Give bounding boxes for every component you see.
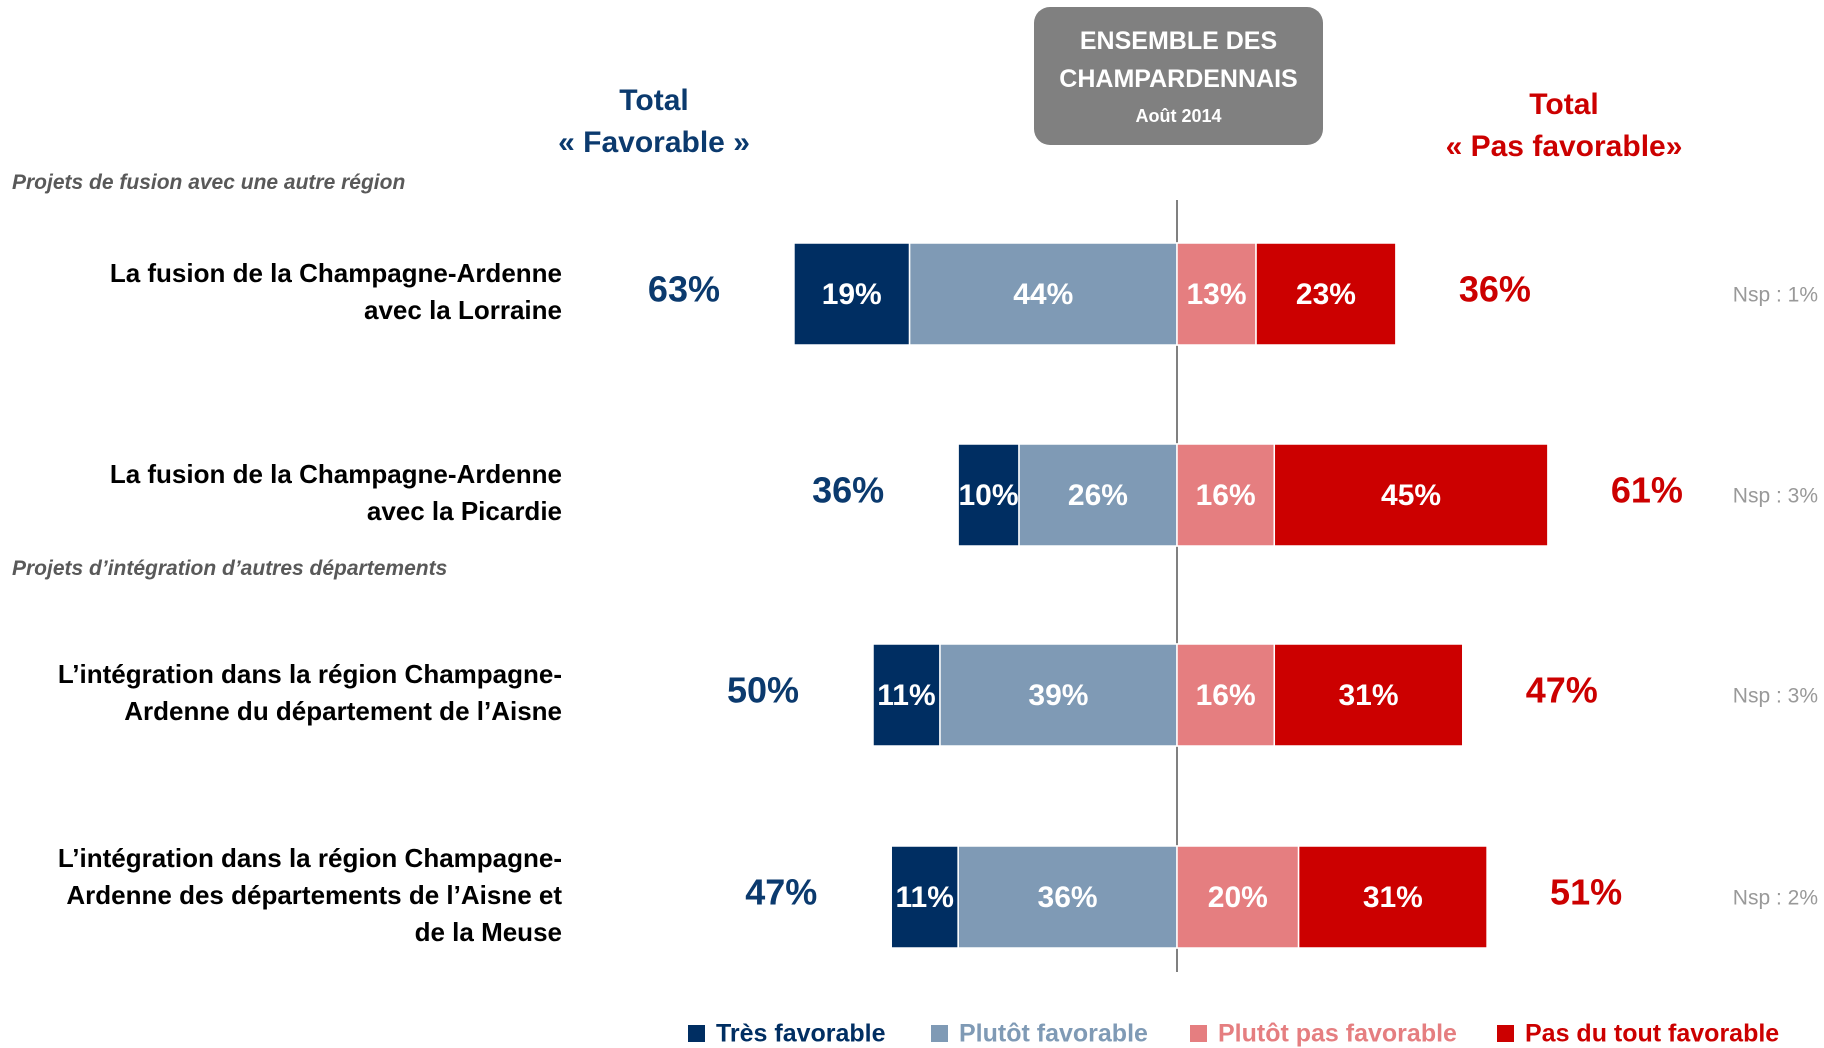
category-label: La fusion de la Champagne-Ardenne avec l… <box>109 258 562 325</box>
legend-label: Plutôt favorable <box>959 1020 1148 1048</box>
legend-label: Pas du tout favorable <box>1525 1020 1779 1048</box>
header-left: Total « Favorable » <box>558 84 750 159</box>
legend-swatch <box>931 1025 948 1042</box>
bar-segment <box>957 443 1020 547</box>
bar-label: 11% <box>877 679 935 712</box>
total-unfavorable: 51% <box>1550 872 1622 913</box>
total-favorable: 63% <box>648 269 720 310</box>
legend-label: Très favorable <box>716 1020 886 1048</box>
bar-segment <box>793 242 911 346</box>
nsp-label: Nsp : 2% <box>1733 887 1818 910</box>
bar-segment <box>1176 443 1276 547</box>
bar-segment <box>957 845 1178 949</box>
header-box <box>1034 7 1323 145</box>
bar-label: 16% <box>1196 479 1256 512</box>
bar-label: 16% <box>1196 679 1256 712</box>
bar-label: 19% <box>822 278 882 311</box>
bar-label: 26% <box>1068 479 1128 512</box>
header-center: ENSEMBLE DES CHAMPARDENNAIS <box>1059 27 1298 93</box>
legend-swatch <box>1190 1025 1207 1042</box>
bar-label: 36% <box>1038 881 1098 914</box>
category-label: La fusion de la Champagne-Ardenne avec l… <box>109 459 562 526</box>
bar-segment <box>1255 242 1397 346</box>
total-unfavorable: 36% <box>1459 269 1531 310</box>
total-favorable: 47% <box>745 872 817 913</box>
bar-segment <box>1273 443 1549 547</box>
total-unfavorable: 61% <box>1611 470 1683 511</box>
bar-label: 45% <box>1381 479 1441 512</box>
bar-label: 44% <box>1013 278 1073 311</box>
nsp-label: Nsp : 1% <box>1733 284 1818 307</box>
bar-label: 11% <box>895 881 953 914</box>
bar-segment <box>890 845 959 949</box>
bar-label: 31% <box>1338 679 1398 712</box>
total-favorable: 36% <box>812 470 884 511</box>
legend-swatch <box>1497 1025 1514 1042</box>
bar-segment <box>872 643 941 747</box>
legend-swatch <box>688 1025 705 1042</box>
bar-segment <box>1018 443 1178 547</box>
bar-label: 13% <box>1186 278 1246 311</box>
nsp-label: Nsp : 3% <box>1733 685 1818 708</box>
header-right: Total « Pas favorable» <box>1445 88 1683 163</box>
legend-label: Plutôt pas favorable <box>1218 1020 1457 1048</box>
header-center-sub: Août 2014 <box>1135 106 1222 126</box>
total-unfavorable: 47% <box>1526 670 1598 711</box>
group-label: Projets d’intégration d’autres départeme… <box>12 557 448 580</box>
bar-segment <box>1273 643 1464 747</box>
bar-segment <box>1297 845 1488 949</box>
bar-segment <box>1176 242 1257 346</box>
nsp-label: Nsp : 3% <box>1733 485 1818 508</box>
bar-label: 23% <box>1296 278 1356 311</box>
bar-label: 10% <box>958 479 1018 512</box>
total-favorable: 50% <box>727 670 799 711</box>
bar-segment <box>939 643 1178 747</box>
category-label: L’intégration dans la région Champagne- … <box>57 659 562 726</box>
bar-label: 31% <box>1363 881 1423 914</box>
bar-segment <box>908 242 1178 346</box>
category-label: L’intégration dans la région Champagne- … <box>57 842 562 947</box>
group-label: Projets de fusion avec une autre région <box>12 171 406 194</box>
bar-segment <box>1176 845 1300 949</box>
bar-label: 39% <box>1028 679 1088 712</box>
bar-label: 20% <box>1208 881 1268 914</box>
